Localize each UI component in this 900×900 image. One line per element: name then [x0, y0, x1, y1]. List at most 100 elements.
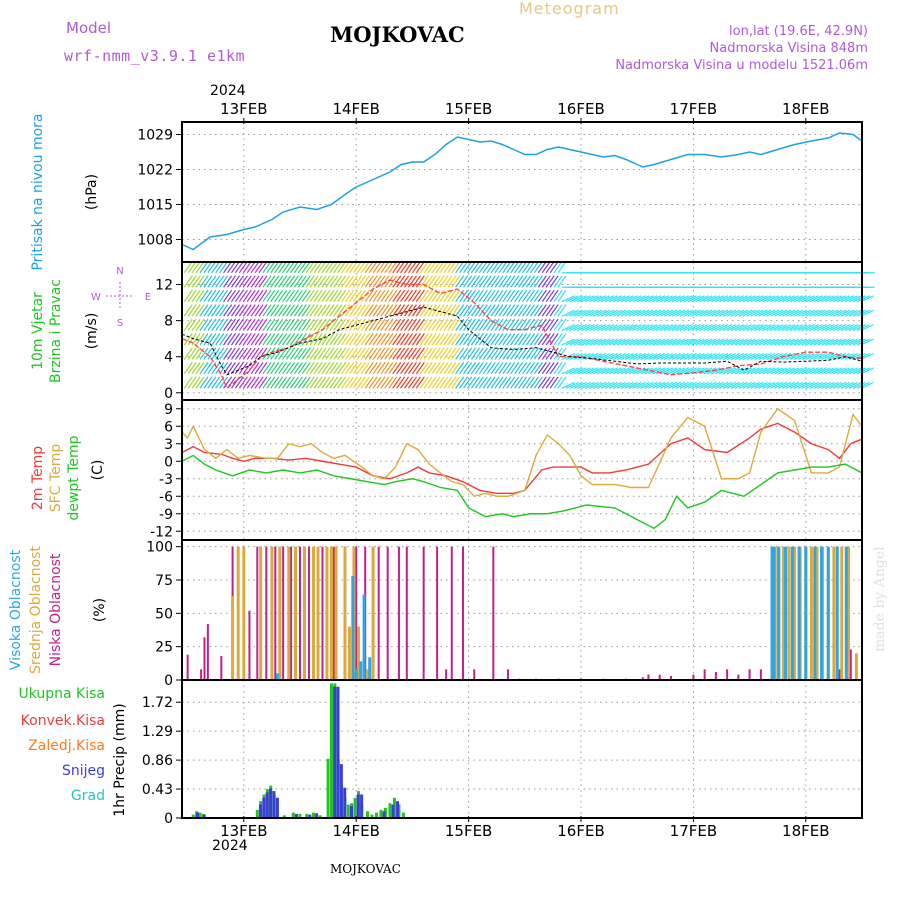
wind-arrow	[829, 381, 843, 389]
wind-arrow	[852, 309, 866, 317]
wind-arrow	[656, 324, 670, 332]
wind-arrow	[514, 289, 524, 303]
wind-arrow	[427, 289, 437, 303]
cloud-bar	[332, 546, 335, 680]
wind-arrow	[667, 381, 682, 389]
wind-unit: (m/s)	[84, 313, 100, 350]
cloud-bar	[804, 546, 808, 680]
cloud-bar	[203, 637, 206, 680]
wind-arrow	[502, 261, 512, 274]
wind-arrow	[656, 352, 670, 360]
wind-arrow	[793, 381, 807, 389]
wind-arrow	[388, 362, 398, 375]
wind-arrow	[258, 261, 268, 274]
compass-w: W	[91, 292, 101, 303]
cloud-bar	[242, 546, 246, 680]
wind-arrow	[640, 367, 654, 375]
wind-arrow	[435, 376, 445, 389]
wind-arrow	[785, 324, 800, 332]
wind-arrow	[301, 261, 311, 274]
wind-arrow	[305, 275, 315, 288]
wind-arrow	[455, 275, 465, 288]
wind-arrow	[341, 362, 351, 375]
wind-arrow	[250, 304, 260, 317]
wind-arrow	[719, 367, 733, 375]
wind-arrow	[286, 304, 296, 317]
x-tick-label-bottom: 16FEB	[557, 822, 604, 840]
cloud-bar	[256, 546, 259, 680]
wind-arrow	[345, 362, 355, 375]
wind-arrow	[482, 275, 492, 288]
wind-arrow	[533, 275, 543, 288]
wind-arrow	[833, 295, 847, 303]
wind-arrow	[427, 333, 437, 346]
wind-arrow	[274, 304, 284, 317]
cloud-bar	[647, 674, 650, 680]
wind-arrow	[506, 333, 516, 346]
wind-arrow	[286, 362, 296, 375]
wind-arrow	[620, 295, 634, 303]
wind-arrow	[522, 289, 532, 303]
wind-arrow	[770, 338, 784, 346]
wind-arrow	[502, 275, 512, 288]
wind-arrow	[600, 309, 615, 317]
cloud-bar	[506, 669, 509, 680]
wind-arrow	[652, 367, 666, 375]
wind-arrow	[400, 275, 410, 288]
wind-arrow	[612, 367, 626, 375]
wind-arrow	[360, 275, 370, 288]
wind-arrow	[707, 295, 721, 303]
wind-arrow	[289, 304, 299, 317]
wind-arrow	[770, 324, 784, 332]
wind-arrow	[187, 376, 197, 389]
wind-arrow	[766, 338, 780, 346]
wind-arrow	[852, 352, 866, 360]
wind-arrow	[844, 295, 859, 303]
wind-arrow	[478, 347, 488, 360]
wind-arrow	[553, 275, 563, 288]
wind-arrow	[549, 347, 559, 360]
wind-arrow	[431, 261, 441, 274]
wind-arrow	[750, 367, 764, 375]
wind-arrow	[282, 318, 292, 331]
wind-arrow	[329, 333, 339, 346]
wind-arrow	[490, 304, 500, 317]
wind-arrow	[478, 261, 488, 274]
wind-arrow	[258, 304, 268, 317]
wind-arrow	[482, 362, 492, 375]
wind-arrow	[734, 295, 748, 303]
temp-unit: (C)	[90, 460, 106, 481]
wind-arrow	[549, 318, 559, 331]
wind-arrow	[262, 362, 272, 375]
wind-arrow	[415, 304, 425, 317]
wind-arrow	[679, 309, 693, 317]
wind-arrow	[797, 338, 811, 346]
x-tick-label-bottom: 13FEB	[220, 822, 267, 840]
wind-arrow	[526, 304, 536, 317]
wind-arrow	[699, 352, 713, 360]
wind-arrow	[301, 304, 311, 317]
cloud-bar	[849, 649, 852, 680]
wind-arrow	[435, 261, 445, 274]
wind-arrow	[597, 309, 611, 317]
cloud-bar	[355, 546, 358, 680]
wind-arrow	[561, 338, 575, 346]
precip-unit: 1hr Precip (mm)	[112, 703, 128, 816]
wind-arrow	[293, 347, 303, 360]
wind-arrow	[541, 347, 551, 360]
wind-arrow	[785, 338, 800, 346]
wind-arrow	[742, 338, 756, 346]
wind-arrow	[388, 289, 398, 303]
cloud-bar	[405, 546, 408, 680]
station-title: MOJKOVAC	[330, 22, 465, 47]
wind-arrow	[703, 338, 717, 346]
wind-arrow	[238, 376, 248, 389]
wind-arrow	[242, 318, 252, 331]
wind-arrow	[486, 347, 496, 360]
wind-arrow	[451, 304, 461, 317]
wind-arrow	[648, 381, 662, 389]
wind-arrow	[652, 352, 666, 360]
wind-arrow	[687, 352, 701, 360]
wind-arrow	[183, 362, 193, 375]
wind-arrow	[762, 338, 776, 346]
